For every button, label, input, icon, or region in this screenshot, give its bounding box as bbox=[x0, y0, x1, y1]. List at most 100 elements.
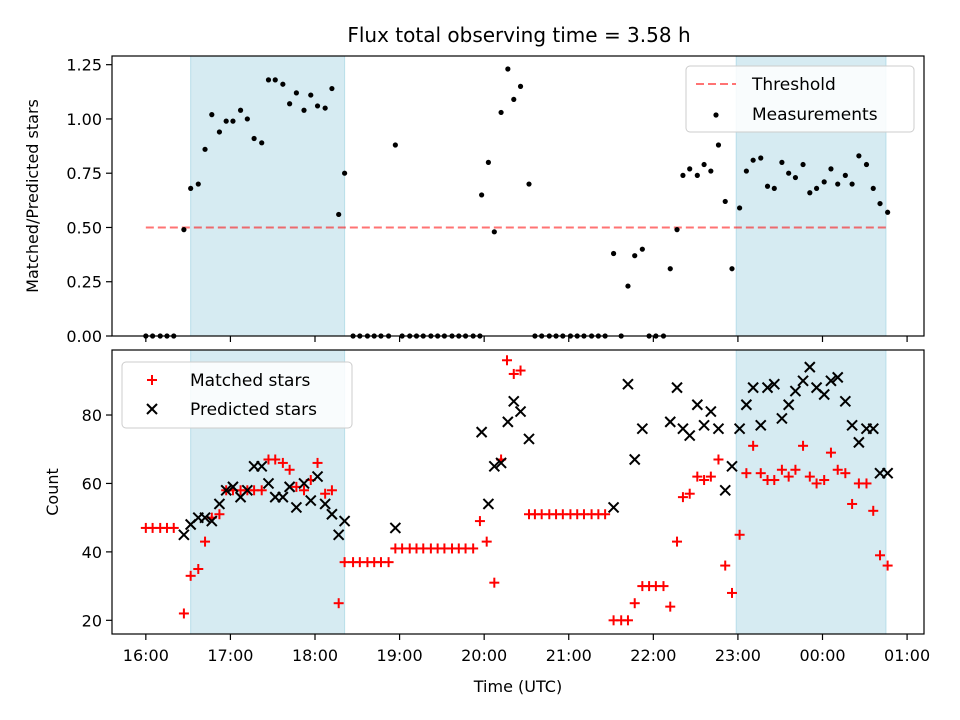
measurement-point-95 bbox=[807, 190, 813, 196]
measurement-point-52 bbox=[505, 66, 511, 72]
predicted-point-21-b bbox=[326, 508, 338, 520]
top-ytick-label-4: 1.00 bbox=[66, 110, 102, 129]
predicted-point-51-b bbox=[761, 381, 774, 394]
measurement-point-78 bbox=[687, 166, 693, 172]
predicted-point-40-b bbox=[683, 429, 696, 442]
predicted-point-62-b bbox=[839, 395, 852, 408]
predicted-point-3 bbox=[199, 511, 211, 524]
measurement-point-48 bbox=[479, 192, 485, 198]
matched-point-18 bbox=[270, 454, 281, 465]
measurement-point-11 bbox=[223, 118, 229, 124]
predicted-point-32 bbox=[523, 433, 535, 445]
predicted-point-52-b bbox=[768, 378, 780, 390]
measurement-point-79 bbox=[694, 172, 700, 178]
measurement-point-100 bbox=[842, 172, 848, 178]
matched-point-7 bbox=[193, 563, 204, 574]
top-ytick-label-5: 1.25 bbox=[66, 56, 102, 75]
measurement-point-82 bbox=[715, 142, 722, 148]
predicted-point-25-b bbox=[475, 426, 488, 438]
matched-point-46 bbox=[468, 543, 479, 554]
predicted-point-63-b bbox=[846, 419, 858, 431]
predicted-point-44-b bbox=[712, 422, 725, 435]
matched-point-104 bbox=[875, 550, 886, 561]
bottom-legend: Matched stars Predicted stars bbox=[121, 361, 353, 429]
measurement-point-96 bbox=[813, 185, 820, 192]
predicted-point-53-b bbox=[776, 412, 788, 425]
predicted-point-25 bbox=[475, 426, 488, 438]
measurement-point-91 bbox=[779, 159, 785, 165]
measurement-point-71 bbox=[639, 246, 645, 252]
predicted-point-40 bbox=[683, 429, 696, 442]
predicted-point-12-b bbox=[262, 477, 275, 490]
predicted-point-9 bbox=[241, 484, 254, 496]
predicted-point-56 bbox=[797, 375, 809, 387]
predicted-point-36-b bbox=[636, 422, 649, 435]
matched-point-91 bbox=[783, 471, 794, 482]
predicted-point-51 bbox=[761, 381, 774, 394]
matched-point-69 bbox=[629, 598, 640, 609]
predicted-point-44 bbox=[712, 422, 725, 435]
measurement-point-14 bbox=[244, 116, 250, 122]
legend-predicted-label: Predicted stars bbox=[190, 400, 317, 420]
matched-point-103 bbox=[868, 505, 879, 516]
top-panel: 0.00 0.25 0.50 0.75 1.00 1.25 Matched/Predicte… bbox=[23, 55, 925, 346]
matched-point-96 bbox=[819, 475, 830, 486]
measurement-point-7 bbox=[195, 181, 201, 187]
matched-point-24 bbox=[312, 457, 323, 468]
predicted-point-66-b bbox=[867, 422, 879, 435]
predicted-point-37 bbox=[664, 416, 676, 428]
measurement-point-49 bbox=[485, 159, 491, 165]
predicted-point-61-b bbox=[832, 371, 844, 384]
predicted-point-63 bbox=[846, 419, 858, 431]
matched-point-83 bbox=[726, 587, 737, 598]
predicted-point-15-b bbox=[283, 481, 296, 493]
measurement-point-89 bbox=[764, 183, 771, 189]
xtick-label-4: 20:00 bbox=[461, 646, 507, 665]
matched-point-10 bbox=[214, 509, 225, 520]
xtick-label-2: 18:00 bbox=[292, 646, 338, 665]
predicted-point-28-b bbox=[495, 457, 507, 469]
predicted-point-31-b bbox=[514, 405, 527, 418]
measurement-point-77 bbox=[680, 172, 686, 178]
measurement-point-93 bbox=[792, 174, 799, 181]
bottom-ylabel: Count bbox=[43, 468, 62, 516]
matched-point-73 bbox=[658, 581, 669, 592]
predicted-point-29-b bbox=[502, 416, 514, 428]
predicted-point-68-b bbox=[881, 467, 894, 479]
chart-title: Flux total observing time = 3.58 h bbox=[347, 23, 690, 47]
measurement-point-80 bbox=[701, 161, 707, 168]
xtick-label-9: 01:00 bbox=[884, 646, 930, 665]
predicted-point-6 bbox=[220, 484, 232, 496]
matched-point-48 bbox=[481, 536, 492, 547]
predicted-point-26 bbox=[482, 498, 495, 510]
predicted-point-17-b bbox=[298, 477, 310, 490]
predicted-point-61 bbox=[832, 371, 844, 384]
xtick-label-8: 00:00 bbox=[799, 646, 845, 665]
measurement-point-92 bbox=[786, 170, 792, 176]
predicted-point-19 bbox=[311, 470, 324, 483]
matched-point-26 bbox=[326, 485, 337, 496]
predicted-point-49-b bbox=[747, 381, 759, 394]
predicted-point-32-b bbox=[523, 433, 535, 445]
predicted-point-41 bbox=[691, 399, 704, 411]
measurement-point-35 bbox=[392, 142, 398, 148]
bottom-ytick-label-1: 40 bbox=[82, 543, 102, 562]
matched-point-85 bbox=[741, 468, 752, 479]
matched-point-77 bbox=[684, 488, 695, 499]
predicted-point-48 bbox=[740, 399, 753, 411]
matched-point-49 bbox=[489, 577, 500, 588]
predicted-point-23 bbox=[338, 515, 351, 527]
predicted-point-43-b bbox=[705, 405, 717, 418]
predicted-point-33 bbox=[607, 501, 620, 514]
measurement-point-97 bbox=[821, 179, 827, 185]
predicted-point-57-b bbox=[804, 361, 816, 373]
measurement-point-90 bbox=[771, 185, 777, 192]
top-ytick-label-1: 0.25 bbox=[66, 273, 102, 292]
matched-point-84 bbox=[734, 529, 745, 540]
matched-point-25 bbox=[320, 488, 331, 499]
bottom-ytick-label-3: 80 bbox=[82, 406, 102, 425]
measurement-point-104 bbox=[870, 185, 876, 192]
matched-point-28 bbox=[339, 557, 350, 568]
top-legend-box bbox=[685, 65, 915, 133]
predicted-point-17 bbox=[298, 477, 310, 490]
